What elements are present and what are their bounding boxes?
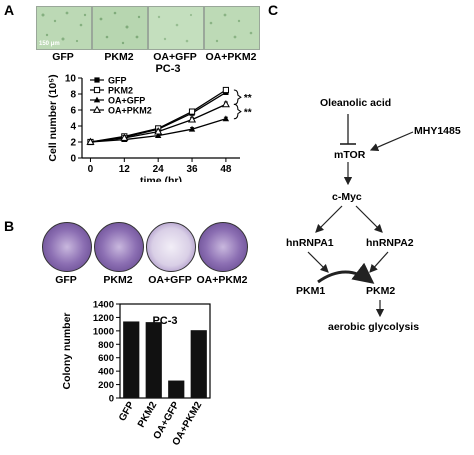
micrograph-texture	[37, 7, 91, 49]
node-c-myc: c-Myc	[332, 191, 362, 203]
bar-oa-pkm2	[190, 330, 207, 398]
legend-label: GFP	[108, 76, 127, 86]
y-axis-label: Colony number	[61, 312, 73, 389]
dish-label-oa-pkm2: OA+PKM2	[196, 274, 248, 286]
y-tick-label: 2	[70, 138, 76, 149]
panel-label-b: B	[4, 218, 15, 234]
significance-marker: **	[244, 93, 252, 104]
x-tick-label: GFP	[117, 400, 137, 424]
plot-frame	[119, 303, 211, 399]
significance-marker: **	[244, 108, 252, 119]
y-tick-label: 800	[98, 340, 114, 351]
line-chart-title: PC-3	[155, 63, 180, 75]
series-oa-pkm2: OA+PKM2	[86, 99, 230, 145]
x-tick-label: 0	[88, 164, 94, 175]
x-tick-label: 36	[186, 164, 198, 175]
node-aerobic-glycolysis: aerobic glycolysis	[328, 321, 419, 333]
micrograph-pkm2	[92, 6, 148, 50]
data-point	[222, 115, 230, 122]
bar-oa-gfp	[168, 380, 185, 398]
micrograph-texture	[93, 7, 147, 49]
panel-label-a: A	[4, 2, 15, 18]
y-tick-label: 1000	[93, 326, 114, 337]
legend-label: OA+GFP	[108, 96, 145, 106]
legend-label: OA+PKM2	[108, 106, 152, 116]
micrograph-label-gfp: GFP	[52, 51, 74, 63]
node-mhy1485: MHY1485	[414, 125, 461, 137]
data-point	[221, 99, 230, 108]
y-tick-label: 6	[70, 106, 76, 117]
data-point	[188, 108, 196, 115]
bar-gfp	[123, 321, 140, 398]
micrograph-texture	[149, 7, 203, 49]
data-point	[154, 127, 163, 135]
data-point	[120, 133, 129, 141]
dish-label-oa-gfp: OA+GFP	[148, 274, 192, 286]
dish-label-pkm2: PKM2	[103, 274, 133, 286]
significance-bracket	[233, 89, 242, 105]
bar-pkm2	[145, 322, 162, 398]
node-hnrnpa2: hnRNPA2	[366, 237, 414, 249]
x-axis-label: time (hr)	[140, 175, 182, 182]
micrograph-label-oa-gfp: OA+GFP	[153, 51, 197, 63]
x-tick-label: 24	[153, 164, 165, 175]
arrow-hnrnpa2	[369, 251, 389, 273]
colony-dish-gfp	[42, 222, 92, 272]
significance-bracket	[233, 103, 242, 120]
node-pkm2: PKM2	[366, 285, 395, 297]
data-point	[222, 86, 229, 94]
scale-bar-label: 150 μm	[39, 41, 60, 47]
y-tick-label: 0	[70, 154, 76, 165]
node-pkm1: PKM1	[296, 285, 325, 297]
colony-dish-oa-pkm2	[198, 222, 248, 272]
pathway-diagram: Oleanolic acid MHY1485 mTOR c-Myc hnRNPA…	[286, 97, 461, 333]
data-point	[93, 96, 101, 103]
data-point	[86, 137, 95, 145]
y-tick-label: 600	[98, 353, 114, 364]
micrograph-oa-pkm2	[204, 6, 260, 50]
data-point	[92, 105, 102, 113]
node-mtor: mTOR	[334, 149, 366, 161]
arrow-cmyc-to-hnrnpa1	[315, 205, 343, 233]
data-point	[93, 86, 101, 94]
data-point	[188, 125, 196, 132]
data-point	[94, 77, 100, 83]
y-tick-label: 200	[98, 380, 114, 391]
legend-label: PKM2	[108, 86, 133, 96]
data-point	[154, 132, 162, 138]
splicing-curved-arrow	[317, 262, 375, 284]
micrograph-label-pkm2: PKM2	[104, 51, 134, 63]
data-point	[187, 115, 197, 123]
micrograph-texture	[205, 7, 259, 49]
x-tick-label: 12	[119, 164, 131, 175]
arrow-cmyc-to-hnrnpa2	[355, 205, 383, 233]
y-tick-label: 4	[70, 122, 76, 133]
micrograph-label-oa-pkm2: OA+PKM2	[205, 51, 257, 63]
x-tick-label: PKM2	[136, 400, 160, 430]
micrograph-gfp: 150 μm	[36, 6, 92, 50]
dish-label-gfp: GFP	[55, 274, 77, 286]
colony-dish-pkm2	[94, 222, 144, 272]
y-tick-label: 0	[109, 394, 114, 405]
y-tick-label: 10	[65, 74, 77, 85]
y-tick-label: 1400	[93, 300, 114, 311]
y-tick-label: 400	[98, 367, 114, 378]
node-oleanolic-acid: Oleanolic acid	[320, 97, 391, 109]
y-axis-label: Cell number (10⁵)	[47, 74, 59, 161]
micrograph-oa-gfp	[148, 6, 204, 50]
panel-label-c: C	[268, 2, 279, 18]
x-tick-label: 48	[220, 164, 232, 175]
colony-dish-oa-gfp	[146, 222, 196, 272]
arrow-hnrnpa1	[307, 251, 329, 273]
y-tick-label: 8	[70, 90, 76, 101]
node-hnrnpa1: hnRNPA1	[286, 237, 334, 249]
y-tick-label: 1200	[93, 313, 114, 324]
arrow-mhy-to-mtor	[369, 131, 414, 152]
